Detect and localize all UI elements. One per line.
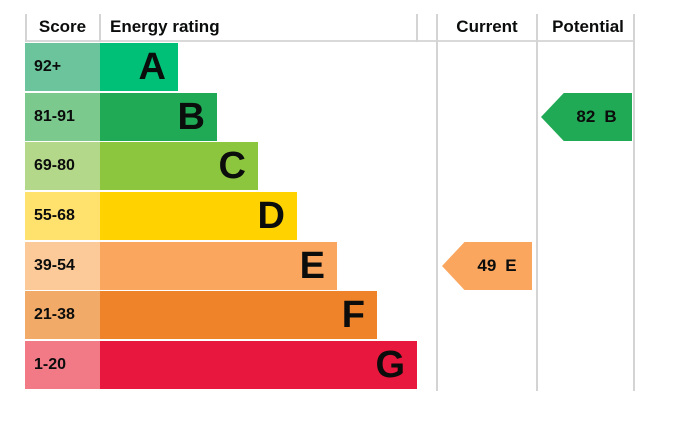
- current-column-left-border: [436, 14, 438, 391]
- potential-rating-value: 82: [576, 107, 596, 126]
- rating-bar-c: C: [100, 142, 258, 190]
- potential-column-header: Potential: [552, 17, 624, 36]
- score-range-c: 69-80: [25, 142, 100, 190]
- potential-column-right-border: [633, 14, 635, 391]
- rating-bar-b: B: [100, 93, 217, 141]
- grade-letter-c: C: [218, 145, 246, 187]
- energy-rating-column-header: Energy rating: [110, 17, 220, 36]
- score-range-f: 21-38: [25, 291, 100, 339]
- rating-bar-a: A: [100, 43, 178, 91]
- score-range-g: 1-20: [25, 341, 100, 389]
- potential-rating-grade: B: [604, 107, 617, 126]
- rating-bar-g: G: [100, 341, 417, 389]
- current-column-header: Current: [456, 17, 518, 36]
- score-range-b: 81-91: [25, 93, 100, 141]
- score-range-e: 39-54: [25, 242, 100, 290]
- header-left-border: [25, 14, 27, 42]
- grade-letter-e: E: [299, 245, 325, 287]
- score-range-a: 92+: [25, 43, 100, 91]
- current-rating-arrow: 49 E: [442, 242, 532, 290]
- grade-letter-g: G: [375, 344, 405, 386]
- rating-bar-e: E: [100, 242, 337, 290]
- header-rating-divider: [416, 14, 418, 42]
- current-rating-grade: E: [505, 256, 517, 275]
- grade-letter-d: D: [257, 195, 285, 237]
- potential-column-left-border: [536, 14, 538, 391]
- grade-letter-b: B: [177, 96, 205, 138]
- header-score-divider: [99, 14, 101, 42]
- score-range-d: 55-68: [25, 192, 100, 240]
- score-column-header: Score: [38, 17, 87, 36]
- grade-letter-f: F: [341, 294, 365, 336]
- current-rating-value: 49: [477, 256, 497, 275]
- header-underline: [25, 40, 635, 42]
- potential-rating-arrow: 82 B: [541, 93, 632, 141]
- grade-letter-a: A: [138, 46, 166, 88]
- rating-bar-f: F: [100, 291, 377, 339]
- rating-bar-d: D: [100, 192, 297, 240]
